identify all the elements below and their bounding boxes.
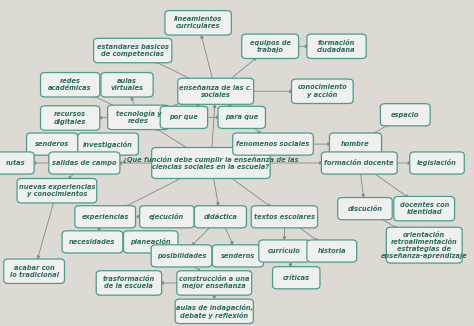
Text: currículo: currículo [268,248,301,254]
FancyBboxPatch shape [4,259,64,283]
Text: acabar con
lo tradicional: acabar con lo tradicional [9,265,59,278]
Text: aulas de indagación,
debate y reflexión: aulas de indagación, debate y reflexión [176,304,253,319]
Text: para que: para que [225,114,258,120]
Text: investigación: investigación [83,141,133,148]
FancyBboxPatch shape [380,104,430,126]
Text: orientación
retroalimentación
estrategias de
enseñanza-aprendizaje: orientación retroalimentación estrategia… [381,231,468,259]
FancyBboxPatch shape [337,198,392,220]
FancyBboxPatch shape [410,152,464,174]
Text: formación docente: formación docente [325,160,394,166]
FancyBboxPatch shape [242,34,299,59]
FancyBboxPatch shape [49,152,120,174]
Text: equipos de
trabajo: equipos de trabajo [250,40,291,53]
Text: enseñanza de las c.
sociales: enseñanza de las c. sociales [179,85,252,98]
Text: historia: historia [318,248,346,254]
FancyBboxPatch shape [259,240,310,262]
FancyBboxPatch shape [307,240,356,262]
Text: salidas de campo: salidas de campo [52,160,117,166]
Text: formación
ciudadana: formación ciudadana [317,40,356,53]
Text: fenomenos sociales: fenomenos sociales [237,141,310,147]
Text: recursos
digitales: recursos digitales [54,111,86,125]
FancyBboxPatch shape [321,152,397,174]
Text: senderos: senderos [221,253,255,259]
FancyBboxPatch shape [251,206,318,228]
Text: tecnología y
redes: tecnología y redes [116,111,161,124]
Text: discución: discución [347,206,383,212]
Text: redes
académicas: redes académicas [48,78,92,91]
FancyBboxPatch shape [40,72,100,97]
FancyBboxPatch shape [273,267,320,289]
FancyBboxPatch shape [212,245,264,267]
FancyBboxPatch shape [307,34,366,59]
Text: nuevas experiencias
y conocimientos: nuevas experiencias y conocimientos [18,184,95,197]
Text: posibilidades: posibilidades [157,253,206,259]
Text: legislación: legislación [417,159,457,167]
FancyBboxPatch shape [40,106,100,130]
Text: ejecución: ejecución [149,213,184,220]
FancyBboxPatch shape [329,133,382,155]
FancyBboxPatch shape [94,38,172,63]
FancyBboxPatch shape [178,78,254,104]
Text: críticas: críticas [283,275,310,281]
FancyBboxPatch shape [96,271,162,295]
FancyBboxPatch shape [194,206,246,228]
Text: didáctica: didáctica [203,214,237,220]
Text: necesidades: necesidades [69,239,116,245]
FancyBboxPatch shape [292,79,353,104]
Text: trasformación
de la escuela: trasformación de la escuela [103,276,155,289]
Text: por que: por que [170,114,198,120]
Text: hombre: hombre [341,141,370,147]
FancyBboxPatch shape [123,231,178,253]
FancyBboxPatch shape [177,271,252,295]
Text: ¿Que función debe cumplir la enseñanza de las
ciencias sociales en la escuela?: ¿Que función debe cumplir la enseñanza d… [123,156,299,170]
FancyBboxPatch shape [78,133,138,155]
Text: lineamientos
curriculares: lineamientos curriculares [174,16,222,29]
Text: estandares basicos
de competencias: estandares basicos de competencias [97,44,169,57]
FancyBboxPatch shape [394,196,455,221]
FancyBboxPatch shape [0,152,34,174]
FancyBboxPatch shape [151,245,212,267]
Text: experiencias: experiencias [82,214,129,220]
Text: aulas
virtuales: aulas virtuales [110,78,144,91]
FancyBboxPatch shape [175,299,253,323]
Text: senderos: senderos [35,141,69,147]
Text: textos escolares: textos escolares [254,214,315,220]
Text: conocimiento
y acción: conocimiento y acción [298,84,347,98]
FancyBboxPatch shape [218,106,265,128]
Text: construcción a una
mejor enseñanza: construcción a una mejor enseñanza [179,276,249,289]
FancyBboxPatch shape [62,231,123,253]
FancyBboxPatch shape [152,147,270,178]
Text: rutas: rutas [5,160,25,166]
Text: docentes con
identidad: docentes con identidad [400,202,449,215]
FancyBboxPatch shape [139,206,194,228]
FancyBboxPatch shape [165,10,231,35]
FancyBboxPatch shape [27,133,78,155]
FancyBboxPatch shape [160,106,208,128]
FancyBboxPatch shape [75,206,136,228]
Text: espacio: espacio [391,112,419,118]
FancyBboxPatch shape [101,72,153,97]
FancyBboxPatch shape [17,179,97,203]
FancyBboxPatch shape [386,227,462,263]
FancyBboxPatch shape [233,133,313,155]
Text: planeación: planeación [130,238,171,245]
FancyBboxPatch shape [108,105,169,129]
